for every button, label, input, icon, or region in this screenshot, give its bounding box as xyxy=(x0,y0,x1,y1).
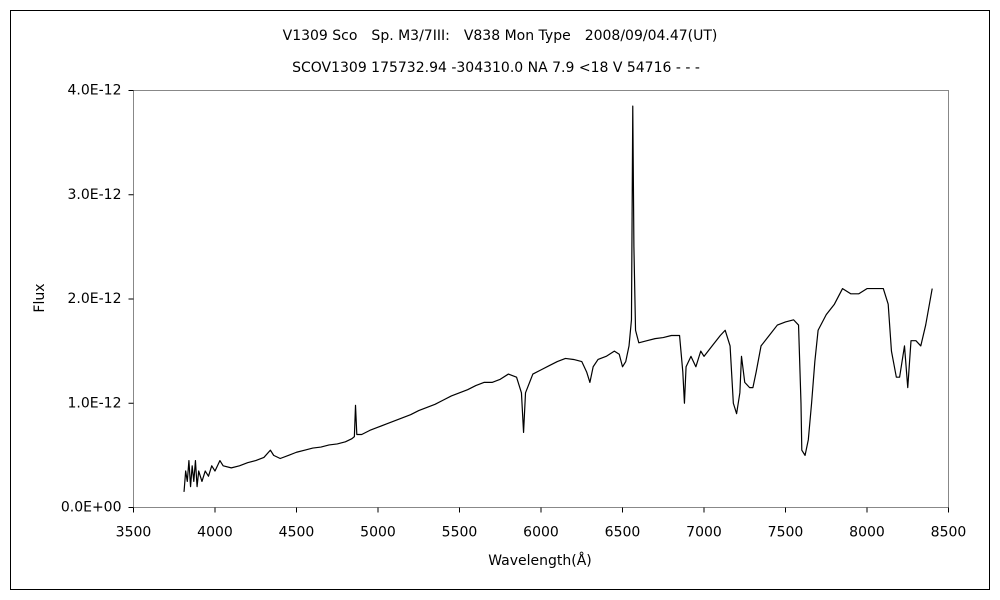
y-tick-label: 0.0E+00 xyxy=(61,500,122,516)
x-tick-label: 4500 xyxy=(279,525,315,541)
y-tick-label: 2.0E-12 xyxy=(68,291,122,307)
x-tick-label: 7500 xyxy=(768,525,804,541)
x-tick-label: 8000 xyxy=(849,525,885,541)
plot-area xyxy=(133,90,949,508)
x-tick-label: 4000 xyxy=(197,525,233,541)
x-axis-label: Wavelength(Å) xyxy=(488,552,592,569)
x-tick-label: 6000 xyxy=(523,525,559,541)
x-tick-label: 5000 xyxy=(360,525,396,541)
chart-title: V1309 Sco Sp. M3/7III: V838 Mon Type 200… xyxy=(283,28,718,44)
x-tick-label: 6500 xyxy=(605,525,641,541)
chart-subtitle: SCOV1309 175732.94 -304310.0 NA 7.9 <18 … xyxy=(292,60,700,76)
y-tick-label: 4.0E-12 xyxy=(68,83,122,99)
y-axis-label: Flux xyxy=(32,283,48,312)
x-tick-label: 8500 xyxy=(931,525,967,541)
x-tick-label: 3500 xyxy=(116,525,152,541)
y-tick-label: 3.0E-12 xyxy=(68,187,122,203)
spectrum-line xyxy=(183,105,933,492)
y-tick-label: 1.0E-12 xyxy=(68,395,122,411)
x-tick-label: 7000 xyxy=(686,525,722,541)
x-tick-label: 5500 xyxy=(442,525,478,541)
